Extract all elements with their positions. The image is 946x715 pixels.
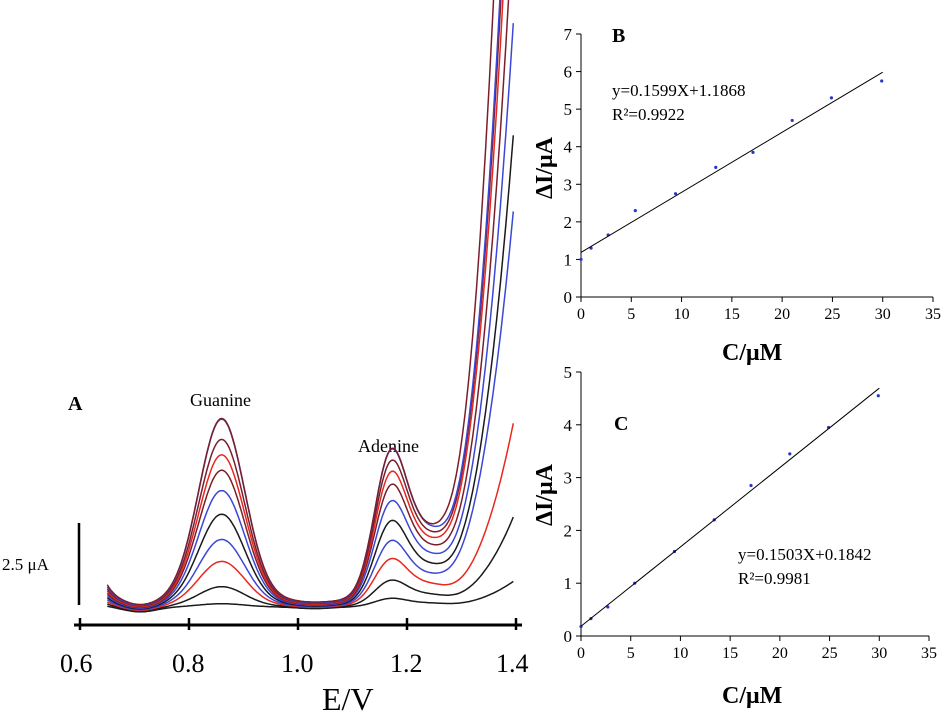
panel-c-y-tick-label: 4 (564, 416, 573, 435)
panel-b-x-tick-label: 0 (577, 306, 585, 323)
panel-c-label: C (614, 413, 628, 435)
voltammogram-curve (106, 0, 510, 609)
panel-a-xtick-label: 0.6 (60, 649, 93, 678)
panel-b-x-tick-label: 35 (925, 306, 941, 323)
panel-c-fit-line (580, 387, 880, 627)
panel-a-x-axis-title: E/V (322, 681, 374, 715)
panel-b-data-point (714, 165, 718, 169)
panel-c-y-tick-label: 5 (564, 363, 573, 382)
panel-a-voltammogram: A Guanine Adenine 2.5 μA 0.6 0.8 1.0 1.2… (2, 0, 529, 715)
panel-b-x-tick-label: 5 (627, 306, 635, 323)
panel-c-data-point (788, 452, 792, 456)
panel-a-label: A (68, 393, 83, 415)
panel-b-data-point (751, 150, 755, 154)
panel-a-xtick-label: 1.2 (390, 649, 423, 678)
panel-b-data-point (633, 208, 637, 213)
panel-c-y-tick-label: 0 (564, 627, 573, 646)
panel-b-data-point (673, 192, 678, 196)
panel-c-x-axis-title: C/μM (722, 683, 782, 709)
panel-c-x-tick-label: 30 (871, 645, 887, 662)
panel-c-data-point (876, 394, 880, 398)
panel-c-x-tick-label: 25 (822, 645, 838, 662)
adenine-annotation: Adenine (358, 436, 419, 456)
panel-b-y-tick-label: 3 (564, 175, 573, 194)
panel-c-x-tick-label: 15 (722, 645, 738, 662)
voltammogram-curve (106, 0, 504, 608)
panel-b-points (579, 79, 884, 262)
voltammogram-curve (106, 0, 502, 607)
panel-b-data-point (829, 96, 834, 100)
scale-bar-label: 2.5 μA (2, 555, 50, 574)
panel-c-x-tick-label: 20 (772, 645, 788, 662)
panel-b-r2: R²=0.9922 (612, 105, 685, 124)
panel-c-x-tick-label: 0 (577, 645, 585, 662)
panel-c-y-tick-label: 3 (564, 469, 573, 488)
panel-b-x-axis-title: C/μM (722, 340, 782, 366)
panel-b-label: B (612, 25, 625, 47)
panel-b-y-axis-title: ΔI/μA (532, 136, 558, 199)
panel-a-curves (106, 0, 515, 613)
panel-b-y-tick-label: 0 (564, 288, 573, 307)
panel-a-xtick-label: 1.4 (496, 649, 529, 678)
panel-b-data-point (579, 257, 583, 262)
panel-c-r2: R²=0.9981 (738, 569, 811, 588)
panel-b-equation: y=0.1599X+1.1868 (612, 81, 745, 100)
panel-a-xtick-label: 1.0 (281, 649, 314, 678)
panel-c-x-tick-label: 5 (627, 645, 635, 662)
panel-b-x-tick-label: 30 (875, 306, 891, 323)
panel-c-x-tick-label: 10 (672, 645, 688, 662)
panel-c-equation: y=0.1503X+0.1842 (738, 545, 871, 564)
voltammogram-curve (106, 0, 501, 606)
panel-c-y-axis-title: ΔI/μA (532, 463, 558, 526)
panel-c-y-tick-label: 2 (564, 521, 573, 540)
panel-a-x-ticks (78, 618, 518, 630)
panel-b-y-tick-label: 5 (564, 100, 573, 119)
panel-b-calibration: B 0 5 10 15 20 25 30 35 0 1 2 3 4 5 6 7 y=0.1599X+1.186… (532, 25, 941, 366)
panel-b-y-tick-label: 7 (564, 25, 573, 44)
guanine-annotation: Guanine (190, 390, 251, 410)
voltammogram-curve (106, 211, 515, 611)
panel-b-y-tick-label: 1 (564, 250, 573, 269)
panel-c-x-tick-label: 35 (921, 645, 937, 662)
panel-b-data-point (790, 118, 794, 123)
panel-b-y-tick-label: 4 (564, 138, 573, 157)
panel-b-ticks: 0 5 10 15 20 25 30 35 0 1 2 3 4 5 6 7 (564, 25, 942, 323)
panel-a-xtick-label: 0.8 (172, 649, 205, 678)
panel-b-x-tick-label: 15 (724, 306, 740, 323)
panel-b-y-tick-label: 2 (564, 213, 573, 232)
panel-c-data-point (606, 605, 610, 609)
voltammogram-curve (106, 135, 515, 610)
panel-b-data-point (880, 79, 884, 83)
panel-b-x-tick-label: 20 (774, 306, 790, 323)
panel-c-data-point (749, 483, 753, 488)
panel-b-x-tick-label: 10 (674, 306, 690, 323)
voltammogram-curve (106, 0, 495, 606)
panel-b-y-tick-label: 6 (564, 63, 573, 82)
panel-b-x-tick-label: 25 (824, 306, 840, 323)
panel-c-ticks: 0 5 10 15 20 25 30 35 0 1 2 3 4 5 (564, 363, 938, 662)
panel-c-y-tick-label: 1 (564, 574, 573, 593)
panel-b-fit-line (580, 71, 883, 253)
